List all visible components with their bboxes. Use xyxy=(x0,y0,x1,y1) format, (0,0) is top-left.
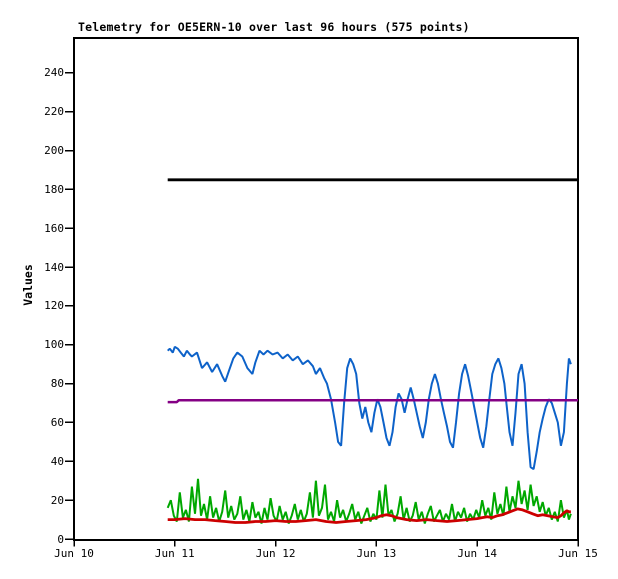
y-tick-label: 220 xyxy=(44,105,64,119)
x-tick-label: Jun 10 xyxy=(54,547,94,560)
x-tick-label: Jun 13 xyxy=(356,547,397,560)
chart-title: Telemetry for OE5ERN-10 over last 96 hou… xyxy=(78,20,470,34)
y-tick-label: 0 xyxy=(57,532,64,546)
y-tick-label: 100 xyxy=(44,338,64,352)
y-tick-label: 40 xyxy=(50,454,64,468)
series-blue-line xyxy=(167,345,572,470)
y-tick-label: 20 xyxy=(50,493,64,507)
y-tick-label: 60 xyxy=(50,415,64,429)
plot-border xyxy=(73,37,579,541)
y-tick-label: 240 xyxy=(44,66,64,80)
series-green-line xyxy=(166,478,572,524)
y-tick-label: 200 xyxy=(44,144,64,158)
x-tick-label: Jun 11 xyxy=(154,547,195,560)
y-tick-label: 140 xyxy=(44,260,64,274)
series-purple-line xyxy=(167,398,578,404)
x-tick-label: Jun 15 xyxy=(558,547,598,560)
y-tick-label: 160 xyxy=(44,221,64,235)
x-tick-label: Jun 12 xyxy=(255,547,296,560)
series-red-line xyxy=(167,507,571,524)
y-tick-label: 120 xyxy=(44,299,64,313)
y-tick-label: 180 xyxy=(44,182,64,196)
y-tick-label: 80 xyxy=(50,377,64,391)
x-tick-label: Jun 14 xyxy=(457,547,498,560)
